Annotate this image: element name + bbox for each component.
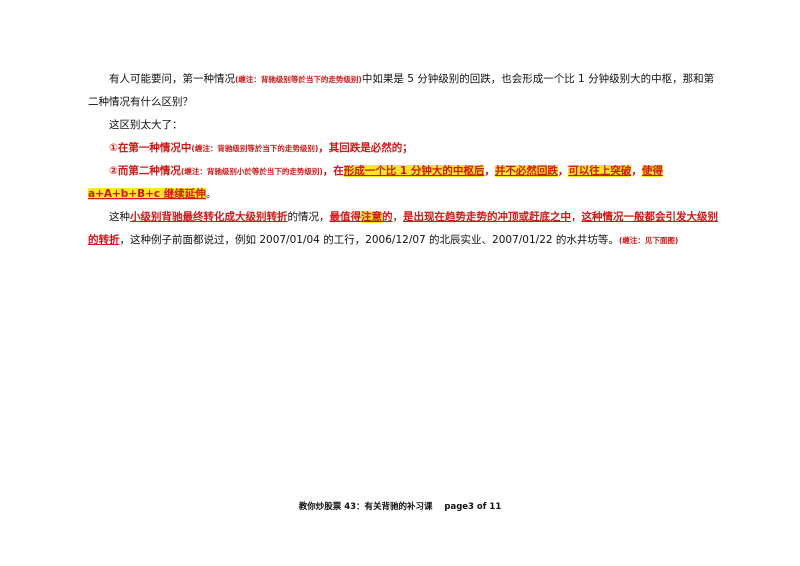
page-footer: 教你炒股票 43：有关背驰的补习课 page3 of 11: [298, 502, 502, 512]
highlighted-phrase: 可以往上突破: [568, 165, 632, 177]
highlighted-phrase: 并不必然回跌: [494, 165, 558, 177]
underlined-phrase: 的: [382, 211, 393, 223]
text-run: 这区别太大了：: [109, 119, 183, 131]
paragraph-case-two: ②而第二种情况(缠注：背驰级别小於等於当下的走势级别)，在形成一个比 1 分钟大…: [88, 160, 720, 206]
paragraph-answer-intro: 这区别太大了：: [88, 114, 720, 137]
text-run-red: ，: [322, 165, 334, 177]
text-run-red: ，: [557, 165, 569, 177]
highlighted-phrase: 注意: [361, 211, 382, 223]
text-run: 的情况，: [287, 211, 330, 223]
author-note: (缠注：背驰级别小於等於当下的走势级别): [180, 167, 323, 176]
text-run-red: ，其回跌是必然的；: [318, 142, 413, 154]
paragraph-case-one: ①在第一种情况中(缠注：背驰级别等於当下的走势级别)，其回跌是必然的；: [88, 137, 720, 160]
text-run: ，: [571, 211, 582, 223]
text-run-red: ②而: [109, 165, 129, 177]
author-note: (缠注：背驰级别等於当下的走势级别): [235, 75, 362, 84]
text-run: 中如果是 5 分钟级别的回跌，也会形成一个比 1 分钟级别大的中枢，那和第二种情…: [88, 73, 715, 108]
text-run: 这种: [109, 211, 130, 223]
text-run: ，: [392, 211, 404, 223]
text-run-red: ，: [484, 165, 495, 177]
author-note: (缠注：背驰级别等於当下的走势级别): [191, 144, 319, 153]
underlined-phrase: 小级别背驰最终转化成大级别转折: [130, 211, 288, 223]
text-run-red: 在: [333, 165, 344, 177]
underlined-phrase: 这种情况一般都会引发大级别的转折: [88, 211, 718, 246]
text-run-red: 第二种情况: [128, 165, 181, 177]
text-run: 。: [205, 188, 217, 200]
text-run-red: ，: [631, 165, 642, 177]
highlighted-phrase: 形成一个比 1 分钟大的中枢后: [343, 165, 485, 177]
text-run-red: ①在第一种情况中: [109, 142, 192, 154]
paragraph-question: 有人可能要问，第一种情况(缠注：背驰级别等於当下的走势级别)中如果是 5 分钟级…: [88, 68, 720, 114]
underlined-phrase: 最值得: [329, 211, 362, 223]
underlined-phrase: 是出现在趋势走势的冲顶或赶底之中: [403, 211, 571, 223]
paragraph-conclusion: 这种小级别背驰最终转化成大级别转折的情况，最值得注意的，是出现在趋势走势的冲顶或…: [88, 206, 720, 252]
text-run: 有人可能要问，第一种情况: [109, 73, 235, 85]
author-note: (缠注：见下面图): [618, 236, 679, 245]
document-body: 有人可能要问，第一种情况(缠注：背驰级别等於当下的走势级别)中如果是 5 分钟级…: [88, 68, 720, 252]
text-run: ，这种例子前面都说过，例如 2007/01/04 的工行，2006/12/07 …: [119, 234, 619, 246]
